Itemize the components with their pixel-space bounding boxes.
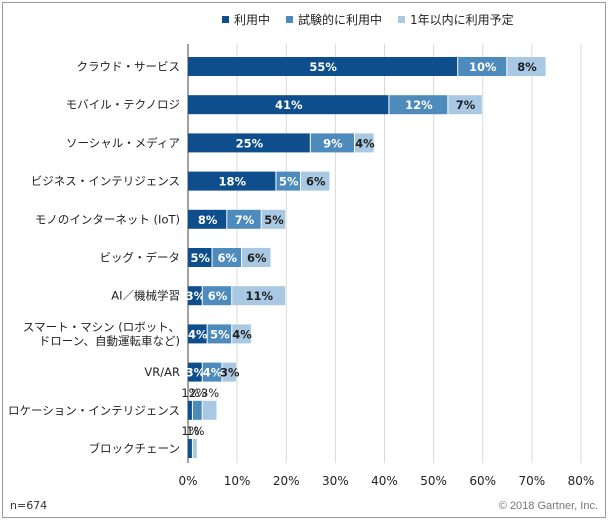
legend-label: 1年以内に利用予定 [410, 13, 514, 27]
data-label: 4% [188, 327, 208, 341]
bar-segment [188, 248, 212, 267]
bar-segment [188, 439, 192, 458]
category-label: クラウド・サービス [77, 60, 181, 74]
data-label: 5% [210, 327, 230, 341]
bar-segment [458, 57, 507, 76]
bar-segment [192, 400, 202, 420]
bar-segment [188, 95, 389, 115]
category-label: ロケーション・インテリジェンス [8, 403, 180, 417]
bar-segment [355, 133, 374, 153]
x-tick-label: 50% [420, 474, 447, 488]
x-tick-label: 20% [273, 474, 300, 488]
category-label: ドローン、自動運転車など) [39, 334, 180, 348]
bar-segment [389, 95, 448, 115]
bar-segment [232, 286, 286, 306]
x-tick-label: 40% [371, 474, 398, 488]
data-label: 4% [232, 327, 252, 341]
bar-segment [261, 209, 286, 229]
data-label: 3% [201, 386, 219, 400]
legend-label: 利用中 [234, 13, 271, 27]
data-label: 25% [236, 136, 264, 150]
bar-segment [188, 286, 202, 306]
data-label: 3% [186, 289, 206, 303]
legend-item-pilot: 試験的に利用中 [286, 11, 382, 28]
category-label: ソーシャル・メディア [66, 136, 180, 150]
x-tick-label: 10% [224, 474, 251, 488]
legend-swatch [222, 16, 229, 23]
bar-segment [242, 248, 271, 267]
data-label: 5% [279, 175, 299, 189]
bar-segment [276, 171, 300, 191]
legend-item-in-use: 利用中 [222, 11, 270, 28]
category-label: ブロックチェーン [89, 442, 180, 456]
data-label: 3% [186, 366, 206, 380]
category-label: モノのインターネット (IoT) [35, 212, 180, 226]
category-label: モバイル・テクノロジ [66, 98, 180, 112]
x-tick-label: 60% [469, 474, 496, 488]
category-label: ビッグ・データ [100, 251, 181, 265]
chart-frame [2, 2, 606, 518]
data-label: 55% [309, 60, 337, 74]
data-label: 11% [245, 289, 273, 303]
bar-segment [188, 400, 192, 420]
bar-segment [202, 286, 232, 306]
data-label: 4% [203, 366, 223, 380]
data-label: 6% [306, 175, 326, 189]
x-tick-label: 0% [178, 474, 197, 488]
bar-segment [448, 95, 482, 115]
legend-swatch [286, 16, 294, 23]
x-tick-label: 30% [322, 474, 349, 488]
data-label: 5% [191, 251, 211, 265]
data-label: 1% [181, 424, 199, 438]
data-label: 8% [517, 60, 537, 74]
data-label: 3% [220, 366, 240, 380]
copyright-note: © 2018 Gartner, Inc. [498, 500, 598, 512]
data-label: 8% [198, 213, 218, 227]
bar-segment [300, 171, 330, 191]
data-label: 9% [323, 136, 343, 150]
data-label: 18% [218, 175, 246, 189]
x-tick-label: 80% [568, 474, 595, 488]
bar-segment [232, 324, 251, 344]
bar-segment [188, 324, 207, 344]
category-label: ビジネス・インテリジェンス [31, 174, 180, 188]
data-label: 6% [218, 251, 238, 265]
data-label: 1% [186, 424, 204, 438]
category-label: スマート・マシン (ロボット、 [23, 320, 180, 334]
data-label: 7% [456, 98, 476, 112]
bar-segment [188, 133, 310, 153]
bar-segment [310, 133, 355, 153]
chart-legend: 利用中 試験的に利用中 1年以内に利用予定 [222, 11, 514, 28]
category-label: AI／機械学習 [111, 289, 180, 303]
bar-segment [207, 324, 232, 344]
x-tick-label: 70% [519, 474, 546, 488]
data-label: 7% [235, 213, 255, 227]
data-label: 4% [355, 136, 375, 150]
bar-segment [188, 171, 276, 191]
bar-segment [227, 209, 261, 229]
bar-segment [188, 209, 227, 229]
legend-label: 試験的に利用中 [298, 13, 383, 27]
bar-segment [222, 362, 237, 382]
data-label: 41% [275, 98, 303, 112]
bar-segment [188, 362, 202, 382]
sample-size-note: n=674 [10, 499, 48, 512]
legend-item-planned: 1年以内に利用予定 [398, 11, 514, 28]
bar-segment [202, 400, 217, 420]
data-label: 6% [208, 289, 228, 303]
data-label: 5% [264, 213, 284, 227]
category-label: VR/AR [144, 365, 180, 379]
bar-segment [188, 57, 458, 76]
data-label: 12% [405, 98, 433, 112]
data-label: 10% [469, 60, 497, 74]
bar-segment [192, 439, 197, 458]
bar-segment [202, 362, 222, 382]
data-label: 6% [247, 251, 267, 265]
bar-segment [212, 248, 242, 267]
legend-swatch [398, 16, 406, 23]
bar-segment [507, 57, 546, 76]
data-label: 1% [181, 386, 199, 400]
data-label: 2% [189, 386, 207, 400]
